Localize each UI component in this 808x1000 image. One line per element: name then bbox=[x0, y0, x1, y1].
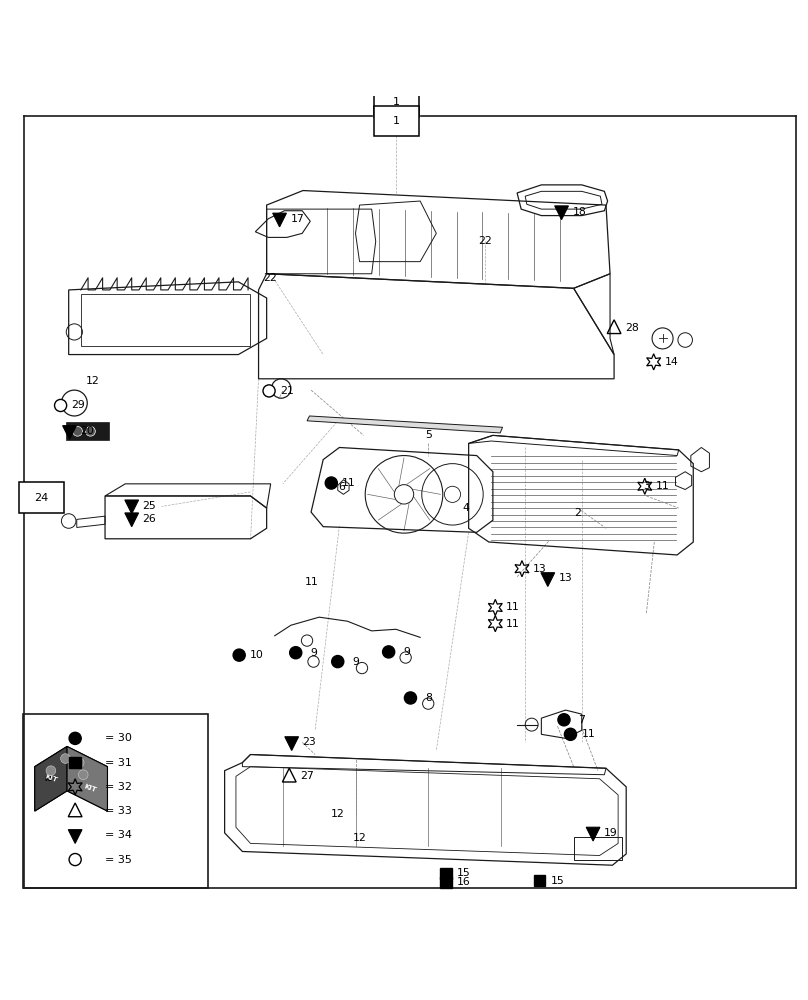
Text: 9: 9 bbox=[310, 648, 317, 658]
Circle shape bbox=[289, 647, 302, 659]
Circle shape bbox=[74, 758, 84, 767]
Text: KIT: KIT bbox=[82, 783, 97, 793]
Text: 27: 27 bbox=[300, 771, 314, 781]
Polygon shape bbox=[67, 746, 107, 811]
Polygon shape bbox=[541, 573, 554, 586]
Text: 19: 19 bbox=[604, 828, 618, 838]
Text: 11: 11 bbox=[305, 577, 319, 587]
Circle shape bbox=[61, 754, 70, 763]
Circle shape bbox=[383, 646, 394, 658]
Polygon shape bbox=[68, 830, 82, 843]
Text: = 34: = 34 bbox=[105, 830, 132, 840]
Text: 17: 17 bbox=[290, 214, 305, 224]
Text: 10: 10 bbox=[250, 650, 264, 660]
Text: 15: 15 bbox=[457, 868, 471, 878]
Circle shape bbox=[55, 399, 67, 412]
Text: 29: 29 bbox=[71, 400, 86, 410]
Circle shape bbox=[69, 854, 81, 866]
Text: 21: 21 bbox=[280, 386, 294, 396]
FancyBboxPatch shape bbox=[19, 482, 64, 513]
Text: 12: 12 bbox=[352, 833, 367, 843]
Text: 16: 16 bbox=[457, 877, 471, 887]
Text: 1: 1 bbox=[393, 116, 400, 126]
Polygon shape bbox=[62, 426, 76, 439]
Circle shape bbox=[564, 728, 576, 740]
Circle shape bbox=[331, 656, 344, 668]
Text: 13: 13 bbox=[558, 573, 573, 583]
Text: 3: 3 bbox=[643, 481, 650, 491]
Text: 9: 9 bbox=[403, 647, 410, 657]
Bar bbox=[81, 294, 250, 346]
Circle shape bbox=[405, 692, 417, 704]
Text: 25: 25 bbox=[142, 501, 157, 511]
Bar bbox=[574, 837, 622, 860]
Polygon shape bbox=[35, 746, 107, 811]
Text: 9: 9 bbox=[352, 657, 359, 667]
Text: 7: 7 bbox=[579, 715, 585, 725]
Text: KIT: KIT bbox=[44, 774, 58, 784]
Polygon shape bbox=[124, 500, 139, 514]
Polygon shape bbox=[272, 213, 286, 227]
Bar bbox=[69, 757, 81, 768]
Text: 11: 11 bbox=[506, 619, 520, 629]
Text: 12: 12 bbox=[86, 376, 100, 386]
Text: 18: 18 bbox=[572, 207, 587, 217]
Text: = 35: = 35 bbox=[105, 855, 132, 865]
Circle shape bbox=[86, 426, 95, 436]
Bar bbox=[440, 877, 452, 888]
Text: 28: 28 bbox=[625, 323, 639, 333]
Text: 11: 11 bbox=[342, 478, 356, 488]
Text: 26: 26 bbox=[142, 514, 157, 524]
Bar bbox=[440, 868, 452, 879]
Text: 11: 11 bbox=[506, 602, 520, 612]
Text: 12: 12 bbox=[330, 809, 345, 819]
Text: 22: 22 bbox=[478, 236, 492, 246]
Text: 22: 22 bbox=[263, 273, 277, 283]
Text: KIT: KIT bbox=[44, 776, 57, 782]
Text: 13: 13 bbox=[532, 564, 547, 574]
Text: = 32: = 32 bbox=[105, 782, 132, 792]
Circle shape bbox=[78, 770, 88, 780]
Text: = 31: = 31 bbox=[105, 758, 132, 768]
Text: 14: 14 bbox=[664, 357, 679, 367]
Polygon shape bbox=[66, 422, 109, 440]
Circle shape bbox=[325, 477, 338, 489]
Circle shape bbox=[233, 649, 246, 661]
Text: 1: 1 bbox=[393, 97, 400, 107]
Polygon shape bbox=[587, 827, 600, 841]
Circle shape bbox=[69, 732, 81, 744]
Text: 6: 6 bbox=[339, 482, 345, 492]
Circle shape bbox=[263, 385, 275, 397]
Text: 11: 11 bbox=[655, 481, 670, 491]
Circle shape bbox=[46, 766, 56, 776]
Polygon shape bbox=[554, 206, 568, 220]
Text: 15: 15 bbox=[550, 876, 565, 886]
FancyBboxPatch shape bbox=[374, 106, 419, 136]
Polygon shape bbox=[284, 737, 299, 750]
Text: 23: 23 bbox=[302, 737, 317, 747]
Text: 11: 11 bbox=[581, 729, 595, 739]
Polygon shape bbox=[307, 416, 503, 433]
Text: 8: 8 bbox=[425, 693, 431, 703]
Polygon shape bbox=[124, 513, 139, 527]
Circle shape bbox=[73, 426, 82, 436]
Text: 24: 24 bbox=[34, 493, 48, 503]
Bar bbox=[534, 875, 545, 886]
Polygon shape bbox=[35, 746, 67, 811]
Bar bbox=[23, 714, 208, 888]
FancyBboxPatch shape bbox=[374, 86, 419, 117]
Text: 20: 20 bbox=[80, 426, 95, 436]
Text: = 33: = 33 bbox=[105, 806, 132, 816]
Text: 5: 5 bbox=[425, 430, 431, 440]
Text: 4: 4 bbox=[463, 503, 469, 513]
Text: 2: 2 bbox=[574, 508, 581, 518]
Circle shape bbox=[558, 714, 570, 726]
Text: = 30: = 30 bbox=[105, 733, 132, 743]
